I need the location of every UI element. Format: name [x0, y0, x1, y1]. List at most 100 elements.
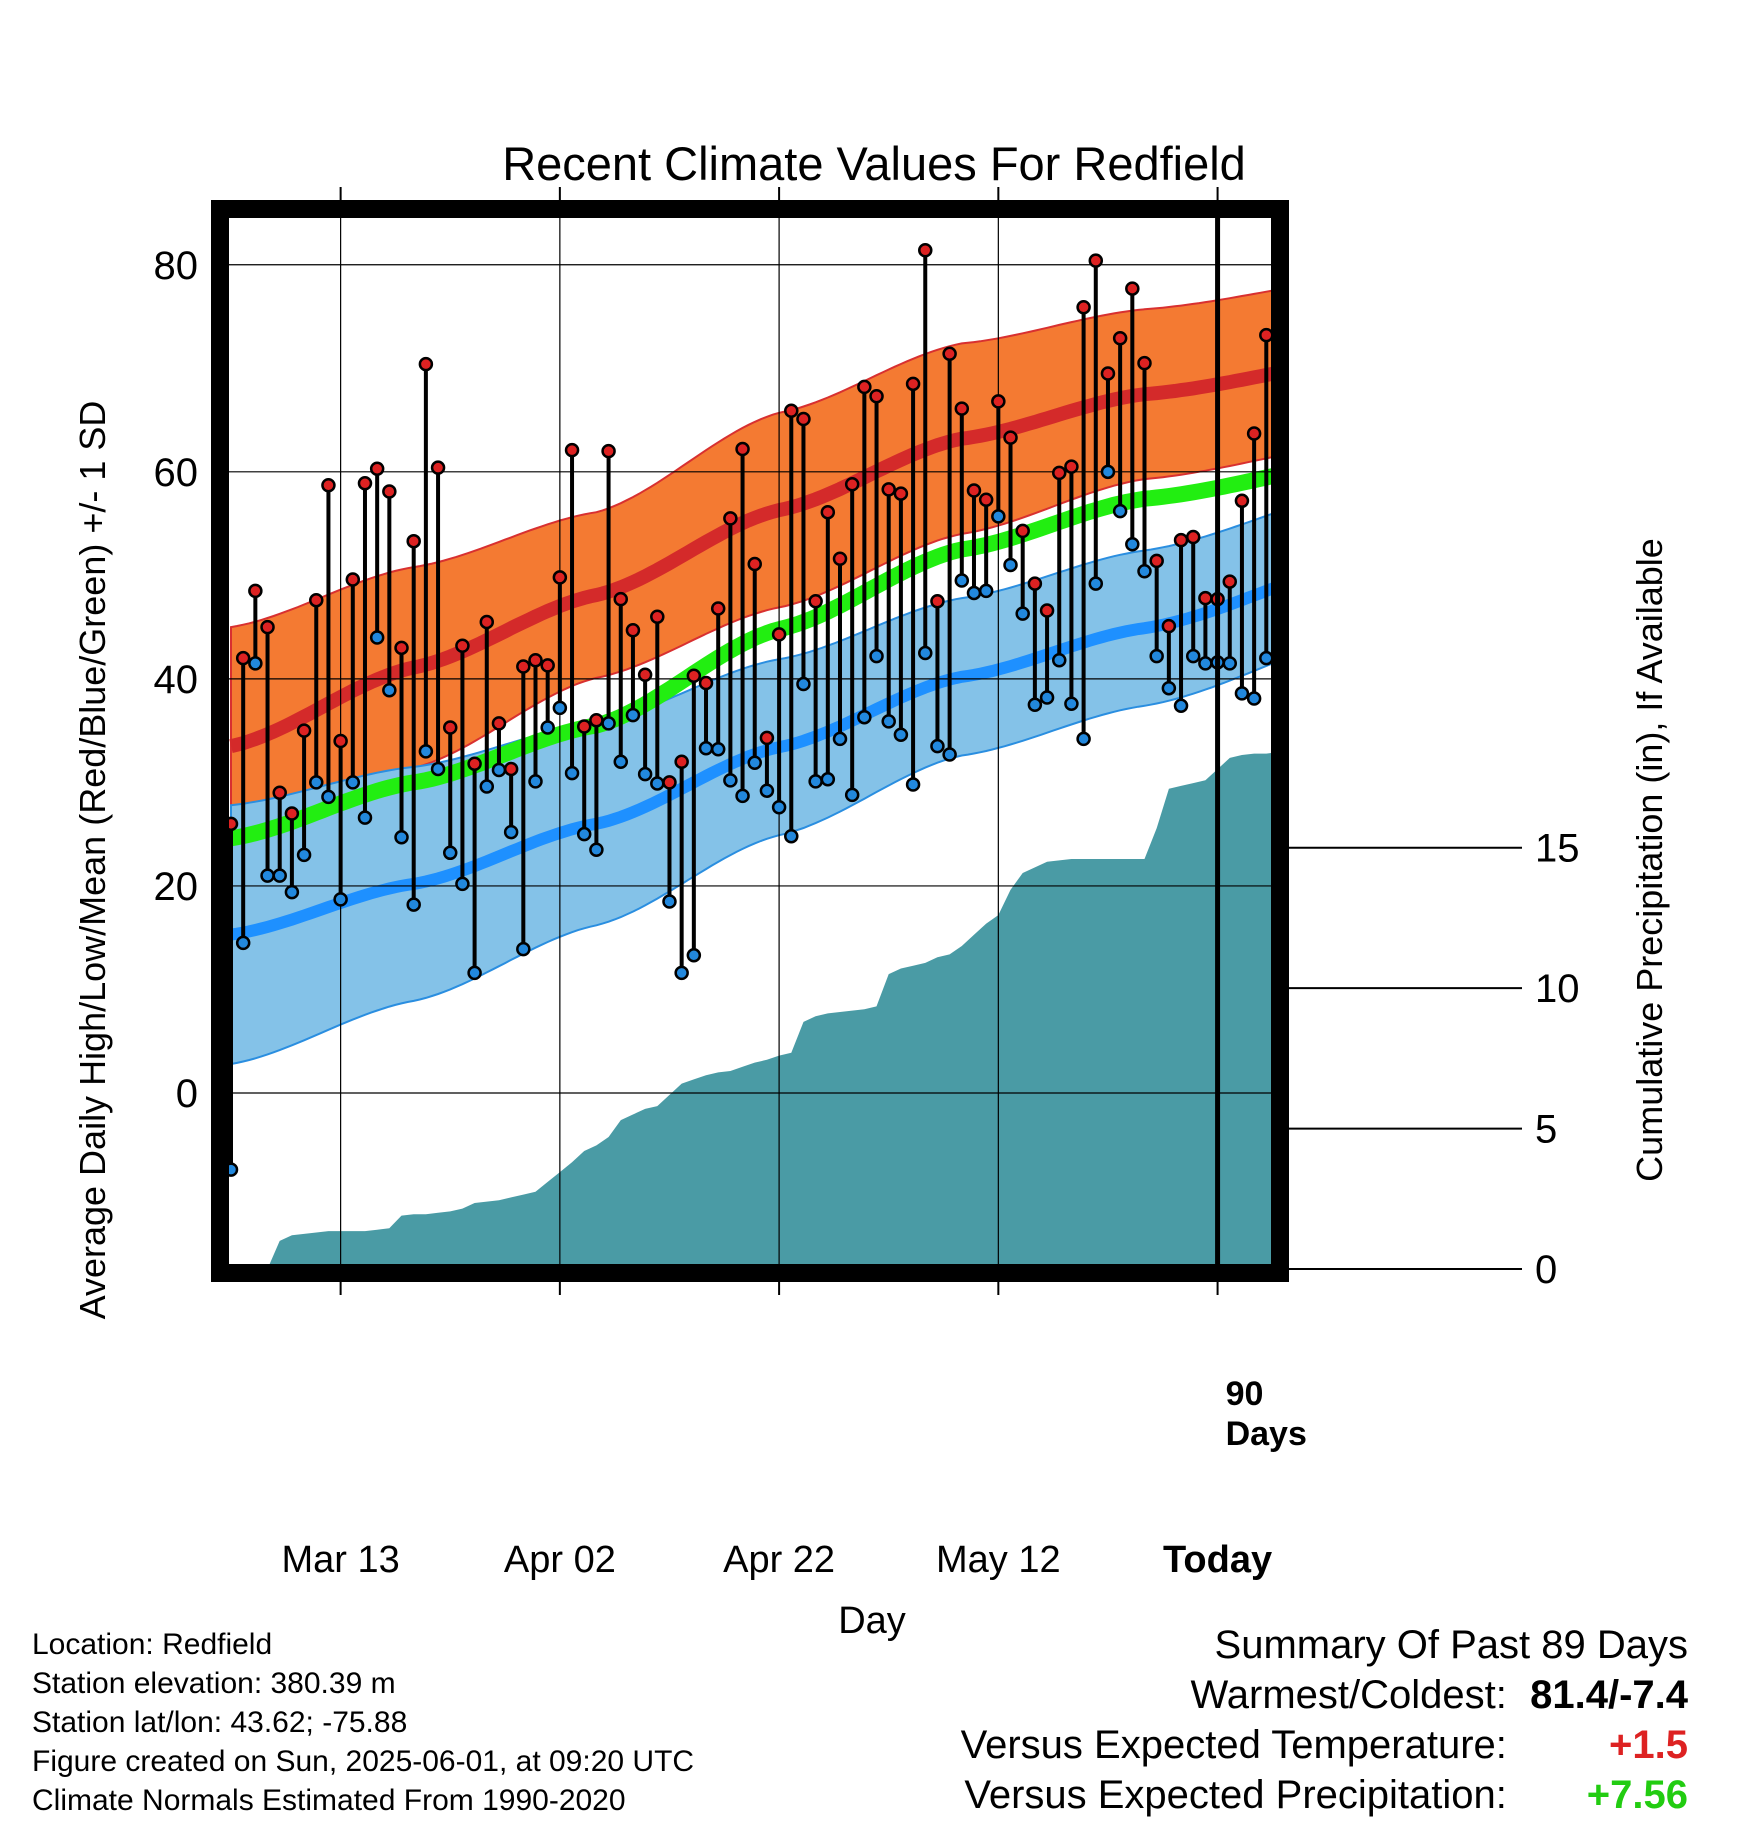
- daily-high-point: [296, 723, 312, 738]
- daily-low-point: [881, 714, 896, 729]
- daily-low-point: [710, 742, 726, 757]
- daily-high-point: [1149, 553, 1164, 569]
- daily-high-point: [1051, 465, 1067, 481]
- daily-high-point: [491, 716, 507, 731]
- daily-high-point: [516, 659, 531, 674]
- daily-low-point: [1112, 503, 1128, 519]
- daily-high-point: [576, 719, 592, 734]
- daily-high-point: [333, 733, 348, 749]
- y2-tick-label: 0: [1535, 1248, 1557, 1292]
- daily-high-point: [625, 622, 641, 638]
- plot-frame: [211, 200, 1289, 1282]
- daily-high-point: [467, 756, 482, 772]
- daily-high-point: [893, 486, 909, 501]
- daily-low-point: [613, 754, 629, 769]
- daily-high-point: [1185, 529, 1201, 545]
- daily-high-point: [394, 640, 409, 656]
- daily-low-point: [1003, 557, 1018, 573]
- daily-low-point: [747, 755, 762, 770]
- daily-low-point: [869, 648, 884, 664]
- daily-high-point: [418, 356, 434, 372]
- daily-high-point: [1137, 355, 1152, 371]
- daily-low-point: [674, 965, 689, 981]
- daily-high-point: [503, 761, 519, 777]
- daily-low-point: [942, 747, 957, 762]
- daily-high-point: [540, 658, 555, 673]
- daily-high-point: [1246, 426, 1262, 441]
- summary-value: +1.5: [1609, 1723, 1688, 1767]
- daily-low-point: [991, 509, 1006, 524]
- daily-low-point: [394, 830, 409, 845]
- daily-low-point: [662, 894, 677, 909]
- daily-high-point: [369, 461, 385, 476]
- y-tick-label: 20: [154, 865, 199, 909]
- daily-high-point: [832, 551, 848, 567]
- daily-high-point: [309, 592, 324, 608]
- daily-high-point: [1064, 459, 1079, 474]
- daily-high-point: [723, 511, 738, 526]
- daily-high-point: [1039, 603, 1055, 618]
- daily-low-point: [601, 716, 616, 731]
- x-tick-label: Apr 02: [504, 1539, 616, 1581]
- daily-high-point: [869, 388, 884, 404]
- daily-low-point: [1161, 680, 1177, 696]
- daily-low-point: [832, 731, 848, 747]
- daily-low-point: [1039, 690, 1055, 705]
- daily-high-point: [905, 376, 921, 392]
- daily-low-point: [1088, 576, 1104, 591]
- daily-high-point: [674, 754, 689, 769]
- daily-low-point: [723, 773, 738, 788]
- today-marker-label: Days: [1226, 1415, 1307, 1453]
- daily-high-point: [1234, 493, 1250, 509]
- daily-low-point: [455, 876, 470, 892]
- daily-low-point: [235, 935, 251, 951]
- daily-low-point: [1149, 648, 1164, 664]
- daily-high-point: [978, 492, 994, 508]
- x-tick-label: Today: [1163, 1539, 1272, 1581]
- low-normal-line: [230, 580, 1276, 941]
- daily-high-point: [272, 785, 287, 801]
- daily-high-point: [735, 441, 750, 457]
- summary-row-extremes: Warmest/Coldest: 81.4/-7.4: [961, 1670, 1689, 1720]
- daily-low-point: [503, 824, 519, 840]
- daily-low-point: [1100, 464, 1116, 480]
- daily-low-point: [808, 774, 823, 789]
- daily-low-point: [771, 800, 787, 815]
- daily-low-point: [564, 765, 580, 781]
- daily-high-point: [881, 482, 896, 497]
- daily-high-point: [1112, 331, 1128, 346]
- y2-tick-label: 10: [1535, 967, 1580, 1011]
- summary-panel: Summary Of Past 89 Days Warmest/Coldest:…: [961, 1620, 1688, 1820]
- daily-high-point: [918, 243, 933, 258]
- daily-low-point: [1137, 563, 1152, 579]
- daily-low-point: [1027, 697, 1043, 713]
- daily-high-point: [1161, 618, 1177, 634]
- daily-low-point: [698, 740, 714, 756]
- daily-low-point: [516, 941, 531, 957]
- y-tick-label: 60: [154, 451, 199, 495]
- daily-low-point: [321, 789, 336, 805]
- station-info: Location: Redfield Station elevation: 38…: [32, 1625, 694, 1820]
- daily-high-point: [1222, 574, 1238, 589]
- daily-low-point: [1259, 650, 1274, 666]
- daily-high-point: [698, 675, 714, 691]
- daily-high-point: [552, 570, 568, 585]
- daily-low-point: [552, 700, 568, 716]
- elevation-line: Station elevation: 380.39 m: [32, 1667, 396, 1700]
- daily-low-point: [796, 676, 811, 692]
- daily-low-point: [248, 656, 263, 671]
- daily-low-point: [893, 727, 909, 743]
- daily-low-point: [954, 573, 970, 588]
- daily-high-point: [820, 504, 836, 520]
- daily-low-point: [1015, 606, 1030, 621]
- daily-high-point: [686, 668, 702, 684]
- daily-low-point: [479, 779, 495, 794]
- daily-high-point: [430, 460, 446, 475]
- summary-label: Versus Expected Temperature:: [960, 1723, 1507, 1767]
- daily-high-point: [564, 442, 580, 458]
- daily-high-point: [382, 484, 397, 499]
- y-tick-label: 40: [154, 658, 199, 702]
- normals-line: Climate Normals Estimated From 1990-2020: [32, 1784, 626, 1817]
